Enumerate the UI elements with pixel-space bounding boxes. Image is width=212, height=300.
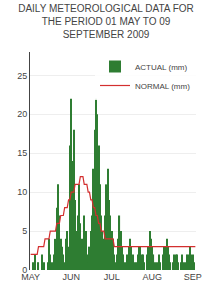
svg-text:5: 5 (22, 226, 27, 236)
svg-text:ACTUAL (mm): ACTUAL (mm) (135, 63, 187, 72)
svg-text:25: 25 (17, 71, 27, 81)
svg-text:0: 0 (22, 265, 27, 275)
svg-text:NORMAL (mm): NORMAL (mm) (135, 82, 190, 91)
svg-text:15: 15 (17, 148, 27, 158)
svg-text:AUG: AUG (142, 272, 162, 282)
svg-text:10: 10 (17, 187, 27, 197)
svg-text:SEP: SEP (184, 272, 202, 282)
svg-text:20: 20 (17, 109, 27, 119)
svg-text:JUN: JUN (62, 272, 80, 282)
svg-text:DAILY METEOROLOGICAL DATA FORT: DAILY METEOROLOGICAL DATA FORTHE PERIOD … (18, 3, 194, 40)
svg-text:MAY: MAY (21, 272, 40, 282)
svg-text:JUL: JUL (104, 272, 120, 282)
